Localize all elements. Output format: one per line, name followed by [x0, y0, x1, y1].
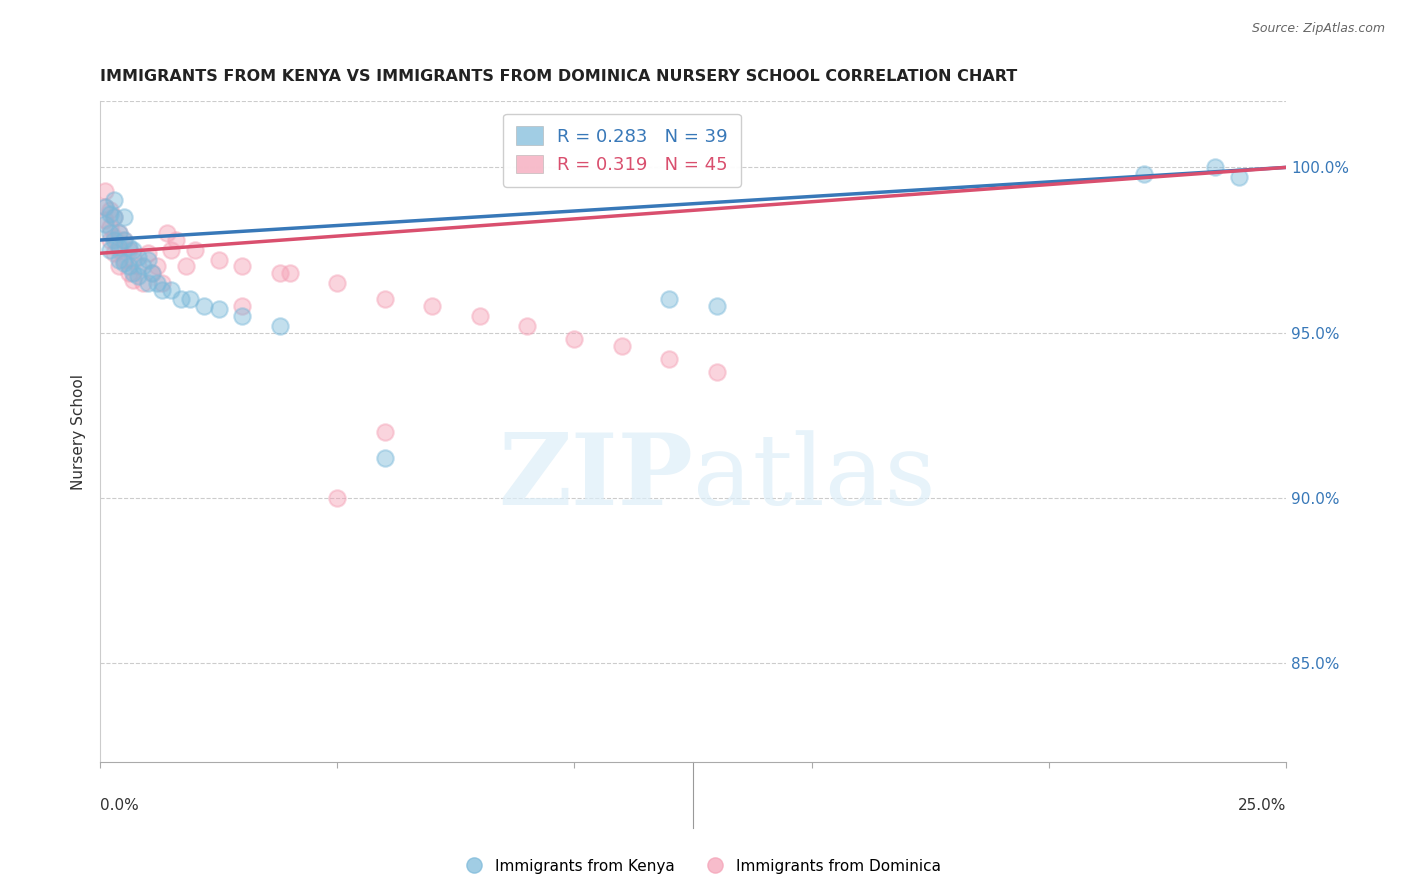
- Point: [127, 250, 149, 264]
- Point: [108, 227, 131, 241]
- Text: Source: ZipAtlas.com: Source: ZipAtlas.com: [1251, 22, 1385, 36]
- Point: [706, 299, 728, 313]
- Point: [610, 339, 633, 353]
- Point: [132, 276, 155, 290]
- Point: [98, 206, 121, 220]
- Point: [108, 252, 131, 267]
- Point: [94, 184, 117, 198]
- Point: [108, 240, 131, 254]
- Point: [184, 243, 207, 257]
- Point: [98, 227, 121, 241]
- Point: [468, 309, 491, 323]
- Point: [564, 332, 586, 346]
- Point: [269, 318, 291, 333]
- Point: [94, 217, 117, 231]
- Point: [127, 269, 149, 284]
- Point: [141, 266, 163, 280]
- Point: [1227, 170, 1250, 185]
- Point: [136, 252, 159, 267]
- Point: [516, 318, 538, 333]
- Point: [132, 260, 155, 274]
- Text: 0.0%: 0.0%: [100, 798, 139, 814]
- Point: [103, 246, 125, 260]
- Point: [94, 213, 117, 227]
- Legend: R = 0.283   N = 39, R = 0.319   N = 45: R = 0.283 N = 39, R = 0.319 N = 45: [503, 113, 741, 186]
- Point: [155, 227, 177, 241]
- Point: [94, 200, 117, 214]
- Point: [103, 194, 125, 208]
- Text: IMMIGRANTS FROM KENYA VS IMMIGRANTS FROM DOMINICA NURSERY SCHOOL CORRELATION CHA: IMMIGRANTS FROM KENYA VS IMMIGRANTS FROM…: [100, 69, 1018, 84]
- Point: [1132, 167, 1154, 181]
- Point: [112, 233, 135, 247]
- Point: [374, 425, 396, 439]
- Point: [179, 293, 201, 307]
- Point: [117, 240, 139, 254]
- Point: [170, 293, 193, 307]
- Point: [326, 276, 349, 290]
- Point: [103, 229, 125, 244]
- Point: [160, 243, 183, 257]
- Point: [98, 219, 121, 234]
- Point: [374, 450, 396, 465]
- Text: 25.0%: 25.0%: [1237, 798, 1286, 814]
- Point: [117, 266, 139, 280]
- Point: [122, 273, 145, 287]
- Point: [278, 266, 301, 280]
- Point: [103, 210, 125, 224]
- Text: ZIP: ZIP: [498, 429, 693, 526]
- Legend: Immigrants from Kenya, Immigrants from Dominica: Immigrants from Kenya, Immigrants from D…: [458, 853, 948, 880]
- Point: [193, 299, 215, 313]
- Point: [150, 283, 173, 297]
- Point: [94, 200, 117, 214]
- Point: [117, 243, 139, 257]
- Point: [141, 266, 163, 280]
- Y-axis label: Nursery School: Nursery School: [72, 374, 86, 490]
- Point: [146, 276, 169, 290]
- Point: [112, 210, 135, 224]
- Point: [112, 233, 135, 247]
- Point: [98, 243, 121, 257]
- Point: [127, 260, 149, 274]
- Point: [658, 351, 681, 366]
- Point: [1204, 161, 1226, 175]
- Point: [706, 365, 728, 379]
- Point: [122, 266, 145, 280]
- Point: [208, 302, 231, 317]
- Point: [658, 293, 681, 307]
- Point: [117, 260, 139, 274]
- Point: [98, 203, 121, 218]
- Point: [420, 299, 443, 313]
- Point: [98, 233, 121, 247]
- Point: [150, 276, 173, 290]
- Point: [112, 252, 135, 267]
- Point: [374, 293, 396, 307]
- Point: [174, 260, 197, 274]
- Point: [103, 210, 125, 224]
- Point: [231, 299, 253, 313]
- Point: [108, 260, 131, 274]
- Point: [269, 266, 291, 280]
- Point: [122, 243, 145, 257]
- Point: [208, 252, 231, 267]
- Point: [122, 252, 145, 267]
- Text: atlas: atlas: [693, 430, 936, 525]
- Point: [108, 227, 131, 241]
- Point: [165, 233, 187, 247]
- Point: [136, 276, 159, 290]
- Point: [160, 283, 183, 297]
- Point: [112, 256, 135, 270]
- Point: [146, 260, 169, 274]
- Point: [231, 309, 253, 323]
- Point: [108, 243, 131, 257]
- Point: [103, 233, 125, 247]
- Point: [231, 260, 253, 274]
- Point: [326, 491, 349, 505]
- Point: [136, 246, 159, 260]
